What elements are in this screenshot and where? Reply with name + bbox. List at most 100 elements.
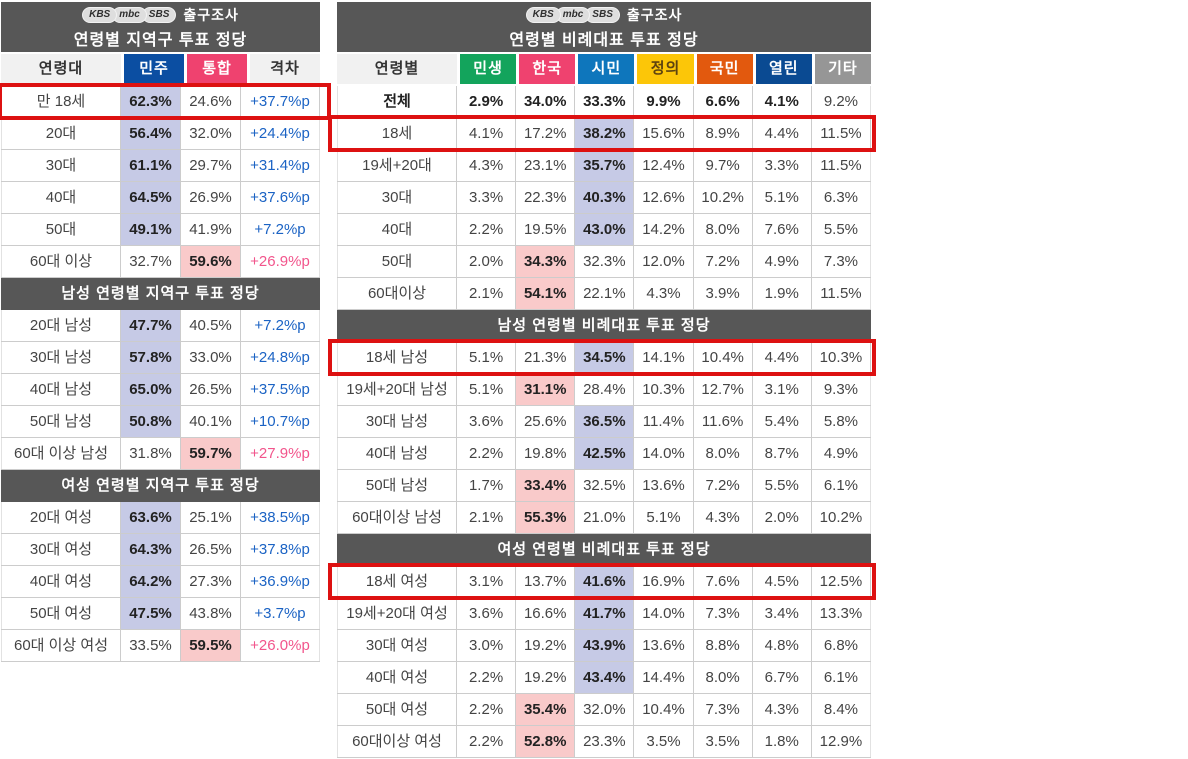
row-label: 50대 남성 <box>337 470 457 501</box>
table-row: 30대 남성 3.6% 25.6% 36.5% 11.4% 11.6% 5.4% 5.8% <box>337 406 871 438</box>
table-row: 50대 여성 2.2% 35.4% 32.0% 10.4% 7.3% 4.3% 8.4% <box>337 694 871 726</box>
row-label: 30대 여성 <box>337 630 457 661</box>
value-cell: 7.6% <box>753 214 812 245</box>
value-cell: 8.0% <box>694 662 753 693</box>
row-label: 60대이상 <box>337 278 457 309</box>
value-cell: 11.5% <box>812 278 871 309</box>
value-cell: 13.3% <box>812 598 871 629</box>
value-cell: 29.7% <box>181 150 241 181</box>
value-cell: 19.8% <box>516 438 576 469</box>
sbs-logo: SBS <box>141 6 177 23</box>
exit-poll-label: 출구조사 <box>626 6 683 23</box>
value-cell: 23.3% <box>575 726 635 757</box>
table-row: 만 18세 62.3% 24.6% +37.7%p <box>0 83 331 120</box>
value-cell: 32.7% <box>121 246 181 277</box>
value-cell: 15.6% <box>634 118 694 149</box>
value-cell: 32.0% <box>181 118 241 149</box>
row-label: 전체 <box>337 86 457 117</box>
value-cell: 32.3% <box>575 246 635 277</box>
value-cell: 2.1% <box>457 502 517 533</box>
value-cell: 21.3% <box>516 342 576 373</box>
sbs-logo: SBS <box>585 6 620 23</box>
value-cell: 13.7% <box>516 566 576 597</box>
value-cell: 41.6% <box>575 566 635 597</box>
value-cell: 59.5% <box>181 630 241 661</box>
value-cell: 33.0% <box>181 342 241 373</box>
row-label: 20대 <box>1 118 121 149</box>
section-header: 남성 연령별 지역구 투표 정당 <box>1 278 320 310</box>
value-cell: 19.2% <box>516 630 576 661</box>
value-cell: 65.0% <box>121 374 181 405</box>
value-cell: 3.6% <box>457 598 517 629</box>
value-cell: +27.9%p <box>241 438 320 469</box>
section-header: 여성 연령별 지역구 투표 정당 <box>1 470 320 502</box>
value-cell: 6.8% <box>812 630 871 661</box>
value-cell: 49.1% <box>121 214 181 245</box>
value-cell: 19.5% <box>516 214 576 245</box>
value-cell: 54.1% <box>516 278 576 309</box>
table-row: 50대 남성 50.8% 40.1% +10.7%p <box>1 406 320 438</box>
value-cell: 10.3% <box>812 342 871 373</box>
row-label: 30대 남성 <box>1 342 121 373</box>
table-row: 20대 여성 63.6% 25.1% +38.5%p <box>1 502 320 534</box>
value-cell: 40.5% <box>181 310 241 341</box>
value-cell: +31.4%p <box>241 150 320 181</box>
value-cell: +37.5%p <box>241 374 320 405</box>
value-cell: 33.3% <box>575 86 635 117</box>
value-cell: 6.3% <box>812 182 871 213</box>
value-cell: +7.2%p <box>241 310 320 341</box>
column-header-party: 격차 <box>250 54 320 84</box>
value-cell: 8.7% <box>753 438 812 469</box>
table-row: 18세 여성 3.1% 13.7% 41.6% 16.9% 7.6% 4.5% 12.5% <box>328 563 876 600</box>
value-cell: 10.2% <box>694 182 753 213</box>
value-cell: 2.0% <box>753 502 812 533</box>
value-cell: 6.1% <box>812 662 871 693</box>
value-cell: 3.0% <box>457 630 517 661</box>
value-cell: 12.6% <box>634 182 694 213</box>
value-cell: 2.2% <box>457 726 517 757</box>
value-cell: 14.0% <box>634 438 694 469</box>
value-cell: 4.3% <box>457 150 517 181</box>
value-cell: 16.9% <box>634 566 694 597</box>
table-row: 60대 이상 여성 33.5% 59.5% +26.0%p <box>1 630 320 662</box>
table-row: 30대 3.3% 22.3% 40.3% 12.6% 10.2% 5.1% 6.3% <box>337 182 871 214</box>
row-label: 40대 <box>337 214 457 245</box>
value-cell: +37.7%p <box>241 86 320 117</box>
value-cell: 43.0% <box>575 214 635 245</box>
table-row: 60대이상 2.1% 54.1% 22.1% 4.3% 3.9% 1.9% 11.5% <box>337 278 871 310</box>
value-cell: 38.2% <box>575 118 635 149</box>
section-header: 남성 연령별 비례대표 투표 정당 <box>337 310 871 342</box>
value-cell: +38.5%p <box>241 502 320 533</box>
value-cell: 59.6% <box>181 246 241 277</box>
value-cell: 5.1% <box>753 182 812 213</box>
table-title-bar: KBS mbc SBS 출구조사 연령별 비례대표 투표 정당 <box>337 2 871 52</box>
table-title-bar: KBS mbc SBS 출구조사 연령별 지역구 투표 정당 <box>1 2 320 52</box>
row-label: 50대 여성 <box>1 598 121 629</box>
row-label: 19세+20대 여성 <box>337 598 457 629</box>
row-label: 30대 <box>1 150 121 181</box>
value-cell: 4.3% <box>634 278 694 309</box>
value-cell: 7.3% <box>812 246 871 277</box>
table-row: 19세+20대 4.3% 23.1% 35.7% 12.4% 9.7% 3.3% 11.5% <box>337 150 871 182</box>
value-cell: 3.6% <box>457 406 517 437</box>
table-row: 60대이상 남성 2.1% 55.3% 21.0% 5.1% 4.3% 2.0% 10.2% <box>337 502 871 534</box>
value-cell: 19.2% <box>516 662 576 693</box>
value-cell: +10.7%p <box>241 406 320 437</box>
value-cell: 3.1% <box>457 566 517 597</box>
value-cell: 40.1% <box>181 406 241 437</box>
row-label: 40대 <box>1 182 121 213</box>
value-cell: 5.1% <box>457 342 517 373</box>
column-header-party: 한국 <box>519 54 576 84</box>
value-cell: 22.1% <box>575 278 635 309</box>
table-row: 30대 61.1% 29.7% +31.4%p <box>1 150 320 182</box>
column-header-party: 통합 <box>187 54 247 84</box>
value-cell: 26.9% <box>181 182 241 213</box>
value-cell: 5.8% <box>812 406 871 437</box>
column-header-row: 연령대 민주 통합 격차 <box>1 54 320 84</box>
value-cell: 14.2% <box>634 214 694 245</box>
value-cell: 17.2% <box>516 118 576 149</box>
value-cell: 6.6% <box>694 86 753 117</box>
value-cell: 9.3% <box>812 374 871 405</box>
value-cell: 23.1% <box>516 150 576 181</box>
value-cell: +26.9%p <box>241 246 320 277</box>
